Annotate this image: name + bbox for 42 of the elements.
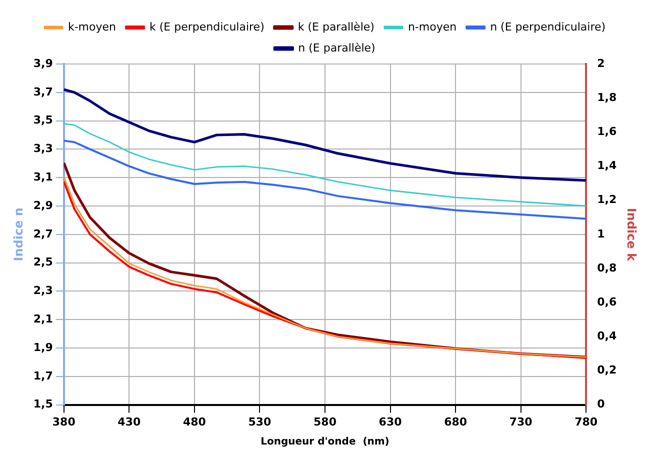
y2-tick-label: 1,8 [597,90,617,104]
x-tick-label: 430 [118,415,141,428]
y2-tick-label: 0,6 [597,295,617,308]
x-tick-label: 780 [574,415,598,428]
y-tick-label: 2,7 [33,227,53,240]
x-tick-label: 580 [314,415,337,428]
x-tick-label: 480 [182,415,206,428]
x-tick-label: 630 [378,415,402,428]
y-tick-label: 2,1 [33,312,53,326]
y-tick-label: 3,9 [33,56,53,70]
legend-label: n (E parallèle) [298,41,376,54]
y2-tick-label: 0 [597,398,606,411]
y2-tick-label: 0,8 [597,261,617,274]
x-tick-label: 730 [509,415,533,428]
legend-label: k (E parallèle) [298,20,374,34]
y-tick-label: 2,9 [33,198,53,212]
y-tick-label: 2,3 [33,284,53,298]
x-tick-label: 530 [248,415,272,428]
y2-tick-label: 0,4 [597,330,617,342]
y2-tick-label: 1,6 [597,125,617,138]
y-tick-label: 3,7 [33,85,53,98]
legend-label: n-moyen [408,20,457,34]
y2-tick-label: 0,2 [597,364,617,377]
y2-tick-label: 1,4 [597,159,617,172]
y-tick-label: 1,9 [33,340,53,354]
x-axis-title: Longueur d'onde (nm) [260,436,390,448]
y-tick-label: 3,3 [33,142,53,156]
x-tick-label: 380 [52,415,76,428]
x-tick-label: 680 [444,415,468,428]
y2-tick-label: 1,2 [597,193,617,206]
y2-tick-label: 2 [597,56,605,70]
y2-tick-label: 1 [597,227,605,240]
y-tick-label: 3,5 [33,114,53,127]
y-tick-label: 1,7 [33,369,53,382]
y-tick-label: 3,1 [33,170,53,184]
legend-label: n (E perpendiculaire) [490,20,606,34]
y-axis-title: Indice n [11,208,26,262]
legend-label: k-moyen [68,20,116,34]
y2-axis-title: Indice k [624,208,639,262]
y-tick-label: 1,5 [33,398,53,411]
legend-label: k (E perpendiculaire) [150,20,264,34]
y-tick-label: 2,5 [33,256,53,269]
